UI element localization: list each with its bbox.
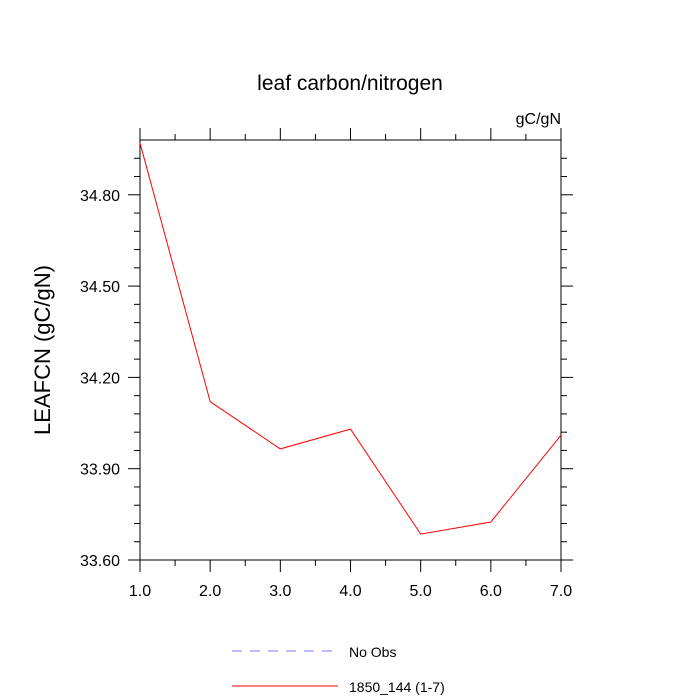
series-line xyxy=(139,142,562,535)
x-tick-label: 5.0 xyxy=(410,583,432,600)
y-tick-label: 33.60 xyxy=(80,553,120,570)
y-tick-label: 34.20 xyxy=(80,370,120,387)
x-tick-label: 3.0 xyxy=(269,583,291,600)
y-tick-label: 34.80 xyxy=(80,188,120,205)
x-tick-label: 6.0 xyxy=(480,583,502,600)
x-tick-label: 4.0 xyxy=(339,583,361,600)
units-label: gC/gN xyxy=(516,111,561,128)
plot-frame xyxy=(139,139,562,561)
plot-area: 1.0 2.0 3.0 4.0 5.0 6.0 7.0 33.60 33.90 34.20 34.5… xyxy=(80,128,573,600)
legend-label: 1850_144 (1-7) xyxy=(349,679,445,695)
legend-label: No Obs xyxy=(349,644,396,660)
x-tick-label: 7.0 xyxy=(550,583,572,600)
legend: No Obs 1850_144 (1-7) xyxy=(232,644,445,695)
x-tick-label: 2.0 xyxy=(199,583,221,600)
y-tick-label: 33.90 xyxy=(80,462,120,479)
x-tick-label: 1.0 xyxy=(129,583,151,600)
y-tick-label: 34.50 xyxy=(80,279,120,296)
y-axis-label: LEAFCN (gC/gN) xyxy=(30,265,55,435)
chart-title: leaf carbon/nitrogen xyxy=(257,72,443,95)
